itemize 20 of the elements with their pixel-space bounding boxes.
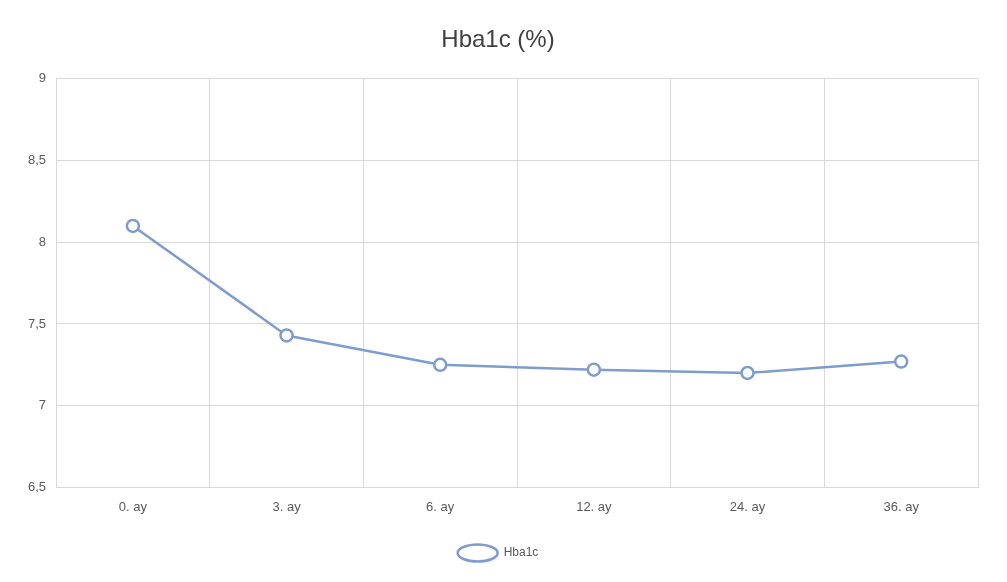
x-tick-label: 0. ay — [118, 498, 148, 514]
y-tick-label: 9 — [38, 70, 47, 86]
point — [893, 354, 909, 369]
y-tick-label: 7,5 — [27, 315, 47, 331]
point — [740, 365, 755, 381]
legend-label: Hba1c — [503, 545, 539, 560]
chart-title: Hba1c (%) — [441, 25, 555, 53]
y-tick-label: 8,5 — [27, 152, 47, 168]
x-tick-label: 36. ay — [883, 498, 920, 514]
point — [125, 218, 141, 234]
point — [586, 362, 602, 377]
y-tick-label: 7 — [38, 397, 47, 413]
x-tick-label: 24. ay — [729, 498, 766, 514]
point — [279, 328, 294, 343]
x-tick-label: 3. ay — [272, 498, 302, 514]
y-tick-label: 8 — [38, 233, 47, 249]
point — [432, 357, 448, 373]
x-tick-label: 6. ay — [426, 498, 455, 514]
x-tick-label: 12. ay — [576, 498, 613, 514]
y-tick-label: 6,5 — [27, 478, 47, 494]
